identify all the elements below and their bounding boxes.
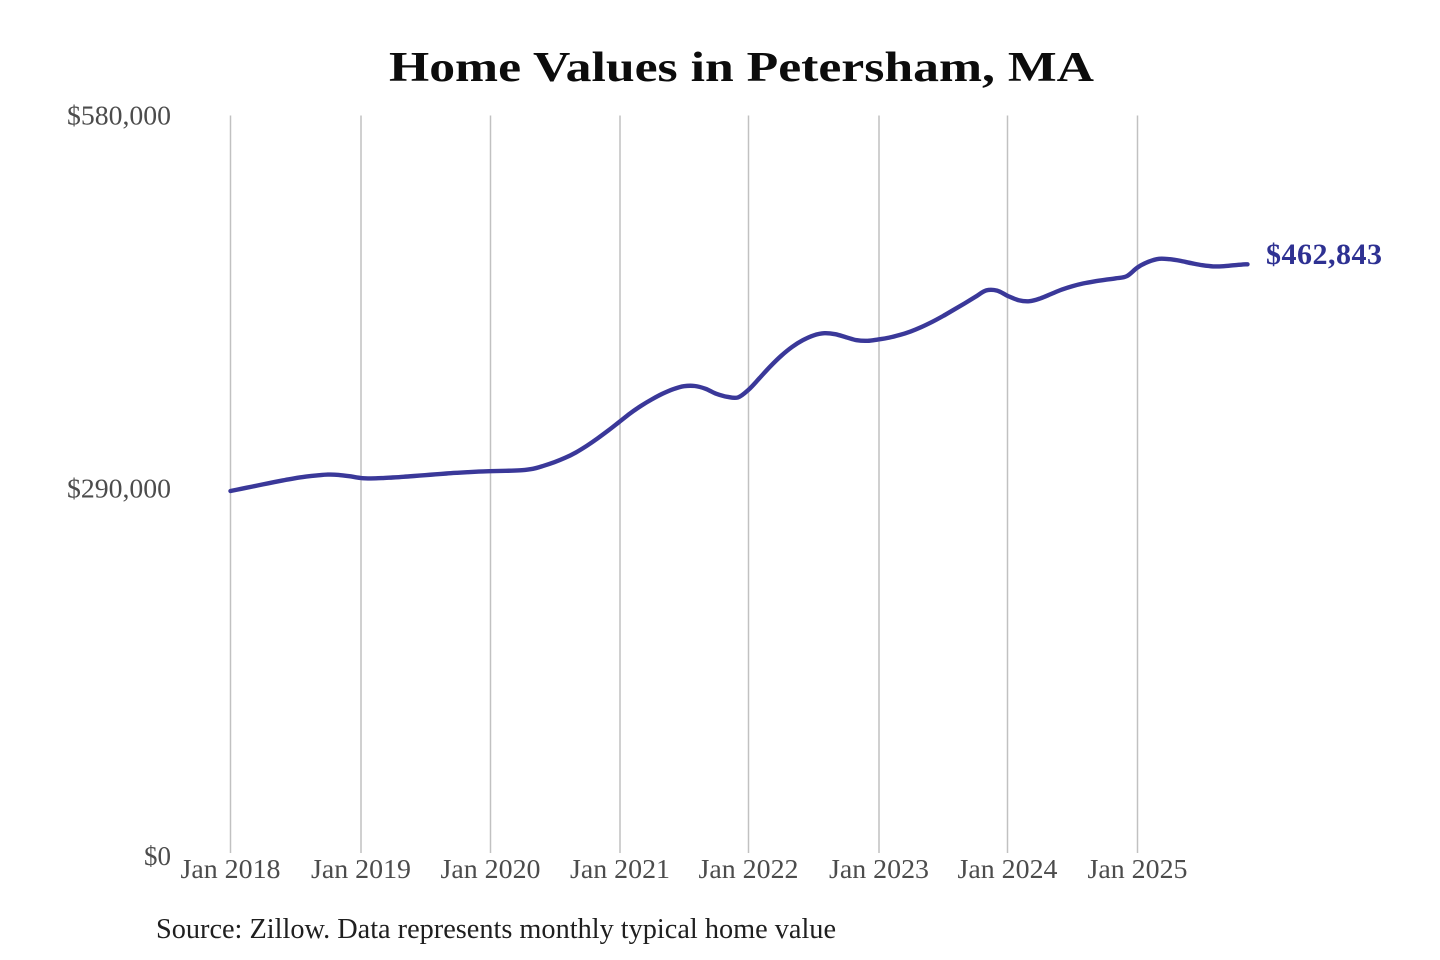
svg-text:Jan 2023: Jan 2023 [829, 854, 929, 884]
svg-text:Jan 2019: Jan 2019 [311, 854, 411, 884]
svg-text:$290,000: $290,000 [67, 474, 171, 504]
svg-text:Home Values in Petersham, MA: Home Values in Petersham, MA [389, 45, 1095, 91]
svg-text:Jan 2025: Jan 2025 [1088, 854, 1188, 884]
svg-text:Jan 2022: Jan 2022 [699, 854, 799, 884]
svg-text:$580,000: $580,000 [67, 101, 171, 131]
svg-text:Jan 2021: Jan 2021 [570, 854, 670, 884]
svg-text:Jan 2020: Jan 2020 [441, 854, 541, 884]
svg-text:$462,843: $462,843 [1266, 238, 1383, 271]
svg-text:Source: Zillow. Data represent: Source: Zillow. Data represents monthly … [156, 914, 836, 945]
svg-text:Jan 2024: Jan 2024 [958, 854, 1059, 884]
svg-text:$0: $0 [144, 841, 171, 871]
svg-text:Jan 2018: Jan 2018 [181, 854, 281, 884]
